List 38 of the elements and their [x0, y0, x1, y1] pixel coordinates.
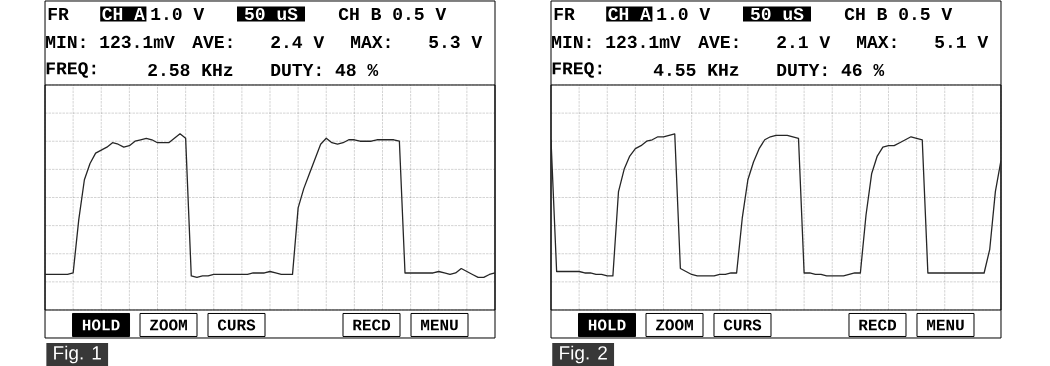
text: 5.3 V — [429, 35, 483, 49]
text: ZOOM — [655, 319, 693, 331]
text: FREQ: — [552, 62, 602, 78]
caption: Fig. 1 — [54, 345, 101, 364]
text: 5.1 V — [935, 35, 989, 48]
text: DUTY: 48 % — [271, 63, 379, 77]
text: 50 uS — [750, 7, 804, 21]
text: MAX: — [857, 36, 896, 48]
text: 1.0 V — [151, 7, 205, 21]
text: MAX: — [351, 36, 390, 48]
text: MIN: 123.1mV — [552, 35, 681, 49]
text: 2.58 KHz — [148, 63, 233, 77]
text: MIN: 123.1mV — [46, 35, 175, 49]
text: FR — [554, 8, 575, 20]
text: 1.0 V — [657, 7, 711, 21]
text: MENU — [927, 319, 964, 331]
text: CH B 0.5 V — [844, 7, 953, 21]
text: HOLD — [82, 319, 120, 331]
text: RECD — [859, 319, 897, 331]
text: 50 uS — [244, 7, 298, 21]
text: 2.1 V — [777, 35, 831, 49]
text: DUTY: 46 % — [777, 63, 885, 77]
text: FREQ: — [46, 62, 96, 78]
text: ZOOM — [149, 319, 187, 331]
text: CH B 0.5 V — [338, 7, 447, 21]
text: AVE: — [698, 36, 738, 48]
text: AVE: — [192, 36, 232, 48]
caption: Fig. 2 — [560, 345, 607, 364]
text: HOLD — [588, 319, 626, 331]
text: RECD — [353, 319, 391, 331]
text: MENU — [421, 319, 458, 331]
text: CURS — [217, 319, 256, 331]
text: CH A — [608, 7, 651, 21]
text: 4.55 KHz — [653, 63, 739, 76]
text: CH A — [102, 7, 145, 21]
text: 2.4 V — [271, 35, 325, 49]
text: CURS — [723, 319, 762, 331]
text: FR — [48, 8, 69, 20]
